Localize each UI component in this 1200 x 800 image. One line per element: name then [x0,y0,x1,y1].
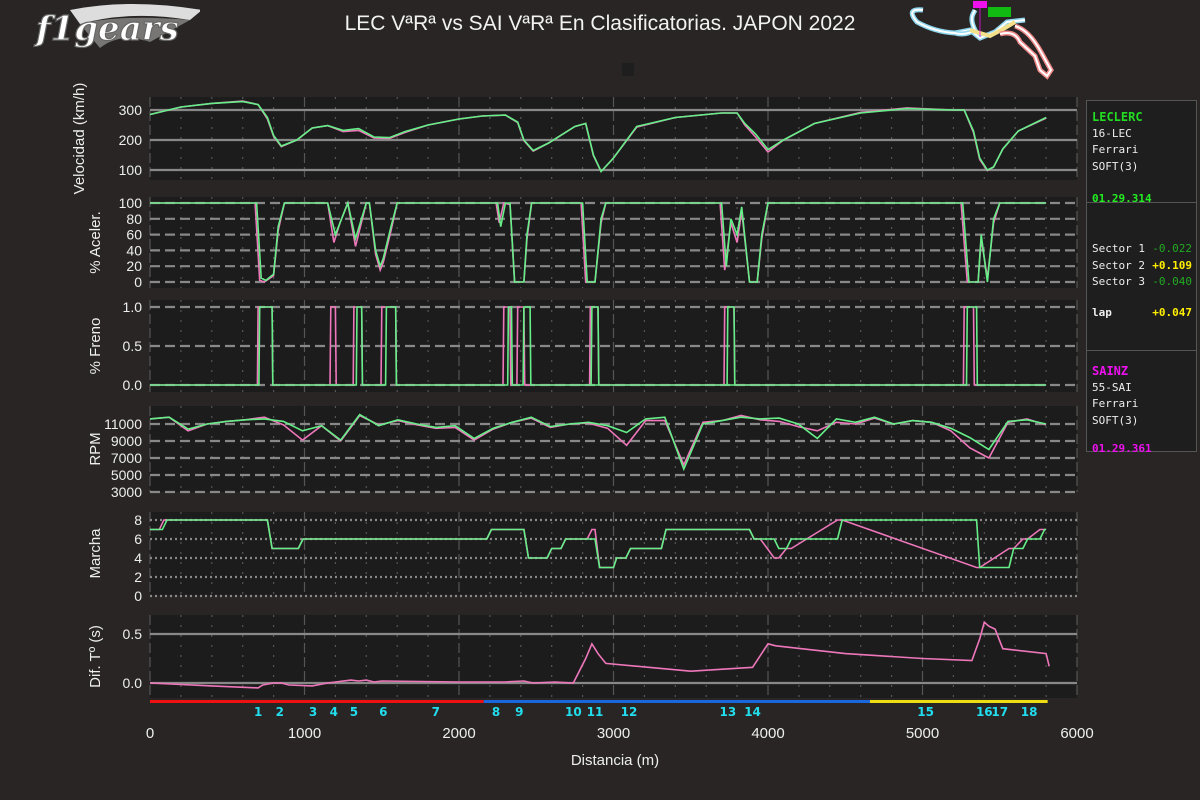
svg-text:20: 20 [126,258,142,274]
driver2-laptime: 01.29.361 [1092,442,1152,455]
svg-text:% Freno: % Freno [87,318,104,375]
corner-label: 9 [515,705,523,719]
svg-text:RPM: RPM [87,432,104,465]
sector-bar [483,700,870,703]
corner-label: 18 [1021,705,1038,719]
panel-1: 100 200 300 Velocidad (km/h) [71,83,1078,195]
sector3-value: -0.040 [1152,275,1192,288]
chart-title: LEC VªRª vs SAI VªRª En Clasificatorias.… [344,12,856,35]
corner-label: 3 [309,705,317,719]
corner-label: 15 [917,705,934,719]
driver1-card: LECLERC 16-LEC Ferrari SOFT(3) 01.29.314 [1086,100,1197,205]
svg-text:0: 0 [134,588,142,604]
svg-text:11000: 11000 [104,416,142,432]
x-axis-label: Distancia (m) [571,752,659,769]
sector1-label: Sector 1 [1092,242,1145,255]
svg-text:40: 40 [126,242,142,258]
svg-text:6: 6 [134,531,142,547]
svg-text:Marcha: Marcha [87,528,104,579]
svg-text:% Aceler.: % Aceler. [87,211,104,274]
sector-bar [869,700,1048,703]
driver1-tyre: SOFT(3) [1092,159,1139,173]
lap-delta-row: lap +0.047 [1087,305,1196,322]
sector2-delta-row: Sector 2 +0.109 [1087,258,1196,275]
corner-label: 1 [254,705,262,719]
corner-label: 17 [991,705,1008,719]
x-tick-label: 6000 [1060,725,1093,742]
checkered-flag-icon [70,4,200,48]
svg-text:0: 0 [134,274,142,290]
x-tick-label: 4000 [751,725,784,742]
svg-text:1.0: 1.0 [123,299,143,315]
sector3-delta-row: Sector 3 -0.040 [1087,274,1196,291]
svg-text:0.0: 0.0 [123,675,143,691]
x-tick-label: 1000 [288,725,321,742]
f1gears-logo: f1gears [33,4,200,50]
svg-text:300: 300 [119,102,143,118]
svg-text:Velocidad (km/h): Velocidad (km/h) [71,83,88,195]
svg-text:8: 8 [134,512,142,528]
panel-5: 0 2 4 6 8 Marcha [87,512,1078,604]
svg-text:100: 100 [119,195,143,211]
driver1-laptime: 01.29.314 [1092,192,1152,205]
driver1-code: 16-LEC [1092,126,1132,140]
corner-label: 6 [379,705,387,719]
driver2-team: Ferrari [1092,397,1139,410]
svg-text:200: 200 [119,132,143,148]
speed-trap-label [973,1,987,8]
x-tick-label: 5000 [906,725,939,742]
corner-label: 12 [621,705,638,719]
delta-card: Sector 1 -0.022 Sector 2 +0.109 Sector 3… [1086,202,1197,352]
driver1-team: Ferrari [1092,143,1139,156]
corner-label: 10 [565,705,582,719]
track-map [909,1,1054,80]
svg-text:5000: 5000 [111,467,142,483]
panel-3: 0.0 0.5 1.0 % Freno [87,299,1078,393]
corner-label: 4 [330,705,338,719]
sector1-delta-row: Sector 1 -0.022 [1087,241,1196,258]
sector2-value: +0.109 [1152,258,1192,272]
svg-text:0.5: 0.5 [123,338,143,354]
driver1-name: LECLERC [1092,110,1143,124]
corner-label: 5 [350,705,358,719]
driver2-card: SAINZ 55-SAI Ferrari SOFT(3) 01.29.361 [1086,350,1197,455]
corner-label: 14 [744,705,761,719]
driver2-name: SAINZ [1092,364,1129,378]
drs-detection-label [988,7,1011,17]
svg-text:Dif. Tº (s): Dif. Tº (s) [87,625,104,688]
svg-text:9000: 9000 [111,433,142,449]
corner-label: 7 [432,705,440,719]
svg-text:4: 4 [134,550,142,566]
svg-text:3000: 3000 [111,484,142,500]
sector2-label: Sector 2 [1092,258,1145,272]
corner-label: 2 [276,705,284,719]
legend-marker [622,63,634,76]
x-tick-label: 2000 [442,725,475,742]
svg-text:80: 80 [126,211,142,227]
corner-label: 13 [719,705,736,719]
lap-value: +0.047 [1152,305,1192,319]
svg-text:60: 60 [126,227,142,243]
x-tick-label: 3000 [597,725,630,742]
svg-text:100: 100 [119,162,143,178]
lap-label: lap [1092,305,1112,319]
panel-6: 0.0 0.5 Dif. Tº (s) [87,615,1078,698]
svg-text:2: 2 [134,569,142,585]
sector3-label: Sector 3 [1092,275,1145,288]
driver2-code: 55-SAI [1092,380,1132,394]
svg-text:7000: 7000 [111,450,142,466]
corner-label: 11 [587,705,604,719]
x-tick-label: 0 [146,725,154,742]
corner-label: 16 [976,705,993,719]
corner-label: 8 [492,705,500,719]
svg-text:0.5: 0.5 [123,626,143,642]
svg-text:0.0: 0.0 [123,377,143,393]
sector-bar [150,700,484,703]
sector1-value: -0.022 [1152,242,1192,255]
driver2-tyre: SOFT(3) [1092,413,1139,427]
logo-text: f1gears [34,9,179,49]
